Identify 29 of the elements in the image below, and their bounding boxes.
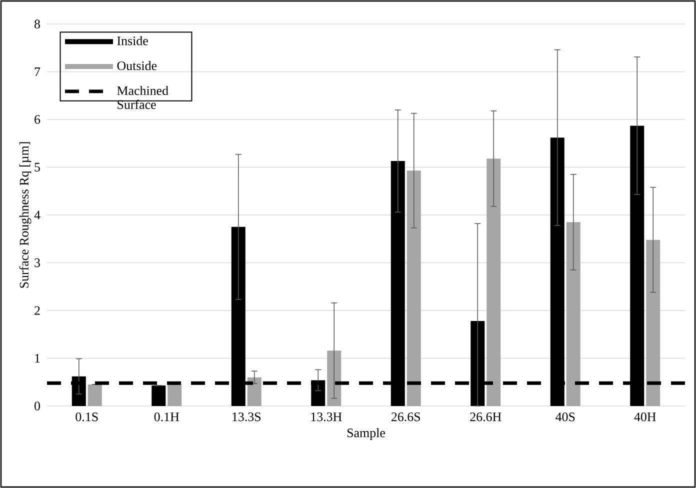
legend-label: Outside [117,61,157,70]
bar [247,377,262,406]
y-tick-label: 0 [34,402,40,410]
y-tick-label: 1 [35,354,40,363]
legend-label: Machined Surface [117,86,168,110]
x-tick-label: 13.3S [232,412,261,422]
y-tick-label: 2 [34,306,40,315]
x-tick-label: 0.1H [154,412,180,422]
bar [406,170,421,406]
x-axis-title: Sample [347,428,385,440]
bar [168,384,182,406]
bar [566,222,580,406]
x-tick-label: 0.1S [76,412,98,422]
x-tick-label: 40H [634,412,656,422]
y-tick-label: 5 [34,162,40,172]
bar [486,158,501,406]
y-tick-label: 3 [34,258,40,268]
y-tick-label: 4 [34,210,40,220]
bar [88,384,102,406]
x-tick-label: 26.6H [470,412,502,422]
y-axis-title: Surface Roughness Rq [µm] [19,142,32,288]
x-tick-label: 13.3H [311,412,342,422]
y-tick-label: 6 [34,115,40,124]
legend-label: Inside [117,36,148,46]
x-tick-label: 40S [556,412,575,422]
bar [646,240,660,406]
x-tick-label: 26.6S [392,412,420,422]
y-tick-label: 7 [34,68,40,76]
y-tick-label: 8 [34,20,40,28]
